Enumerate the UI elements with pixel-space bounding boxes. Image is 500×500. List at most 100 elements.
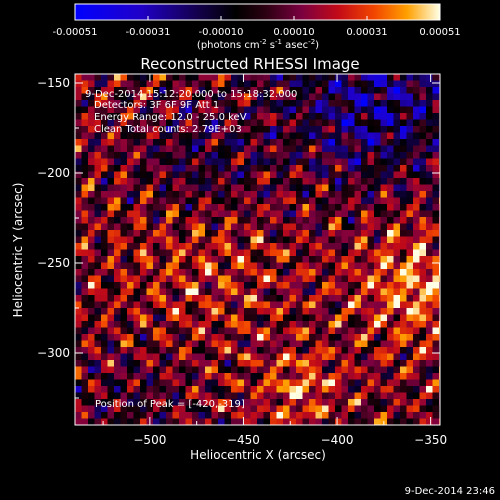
heatmap-cell [120,145,128,153]
heatmap-cell [309,119,316,127]
heatmap-cell [218,119,225,127]
heatmap-cell [224,269,232,276]
heatmap-cell [127,275,134,283]
heatmap-cell [205,100,212,107]
heatmap-cell [354,243,362,250]
heatmap-cell [120,340,128,348]
heatmap-cell [426,392,433,400]
heatmap-cell [406,236,414,244]
heatmap-cell [250,347,258,354]
heatmap-cell [374,93,381,101]
heatmap-cell [218,139,225,146]
heatmap-cell [400,269,407,276]
heatmap-cell [211,399,219,406]
heatmap-cell [335,178,342,185]
heatmap-cell [393,139,401,146]
heatmap-cell [127,217,134,224]
heatmap-cell [231,243,238,250]
heatmap-cell [328,139,336,146]
heatmap-cell [406,106,414,114]
heatmap-cell [393,184,401,192]
heatmap-cell [179,178,186,185]
heatmap-cell [413,113,420,120]
heatmap-cell [309,197,316,205]
heatmap-cell [367,295,375,302]
heatmap-cell [166,360,173,367]
heatmap-cell [315,275,323,283]
heatmap-cell [231,314,238,322]
heatmap-cell [211,321,219,328]
heatmap-cell [335,139,342,146]
heatmap-cell [315,288,323,296]
heatmap-cell [283,158,290,166]
heatmap-cell [283,152,290,159]
heatmap-cell [192,139,199,146]
heatmap-cell [374,236,381,244]
heatmap-cell [237,418,245,425]
heatmap-cell [101,308,108,315]
heatmap-cell [348,165,355,172]
heatmap-cell [133,80,141,88]
x-tick-label: −450 [227,433,260,447]
heatmap-cell [166,366,173,374]
heatmap-cell [127,126,134,133]
heatmap-cell [322,113,329,120]
heatmap-cell [426,412,433,419]
heatmap-cell [120,360,128,367]
heatmap-cell [276,301,284,309]
heatmap-cell [419,165,427,172]
heatmap-cell [159,100,167,107]
heatmap-cell [367,282,375,289]
heatmap-cell [172,373,180,380]
heatmap-cell [406,256,414,263]
heatmap-cell [296,93,303,101]
heatmap-cell [315,87,323,94]
heatmap-cell [393,340,401,348]
heatmap-cell [354,366,362,374]
heatmap-cell [400,340,407,348]
heatmap-cell [393,275,401,283]
heatmap-cell [133,269,141,276]
heatmap-cell [127,262,134,270]
heatmap-cell [315,165,323,172]
heatmap-cell [387,100,394,107]
heatmap-cell [257,379,264,387]
heatmap-cell [153,405,160,413]
heatmap-cell [166,119,173,127]
heatmap-cell [419,327,427,335]
heatmap-cell [120,210,128,218]
heatmap-cell [244,347,251,354]
heatmap-cell [367,80,375,88]
heatmap-cell [309,256,316,263]
heatmap-cell [400,230,407,237]
heatmap-cell [81,191,89,198]
heatmap-cell [432,126,440,133]
heatmap-cell [322,275,329,283]
heatmap-cell [426,373,433,380]
heatmap-cell [315,327,323,335]
heatmap-cell [302,269,310,276]
heatmap-cell [283,347,290,354]
heatmap-cell [192,301,199,309]
heatmap-cell [413,100,420,107]
heatmap-cell [406,288,414,296]
heatmap-cell [335,113,342,120]
heatmap-cell [224,262,232,270]
heatmap-cell [270,126,277,133]
heatmap-cell [302,347,310,354]
heatmap-cell [75,191,82,198]
heatmap-cell [185,301,193,309]
heatmap-cell [283,243,290,250]
heatmap-cell [361,217,368,224]
heatmap-cell [419,308,427,315]
heatmap-cell [218,412,225,419]
heatmap-cell [218,360,225,367]
heatmap-cell [315,139,323,146]
heatmap-cell [348,392,355,400]
heatmap-cell [88,145,95,153]
heatmap-cell [322,158,329,166]
heatmap-cell [211,353,219,361]
heatmap-cell [257,184,264,192]
heatmap-cell [153,230,160,237]
heatmap-cell [315,236,323,244]
